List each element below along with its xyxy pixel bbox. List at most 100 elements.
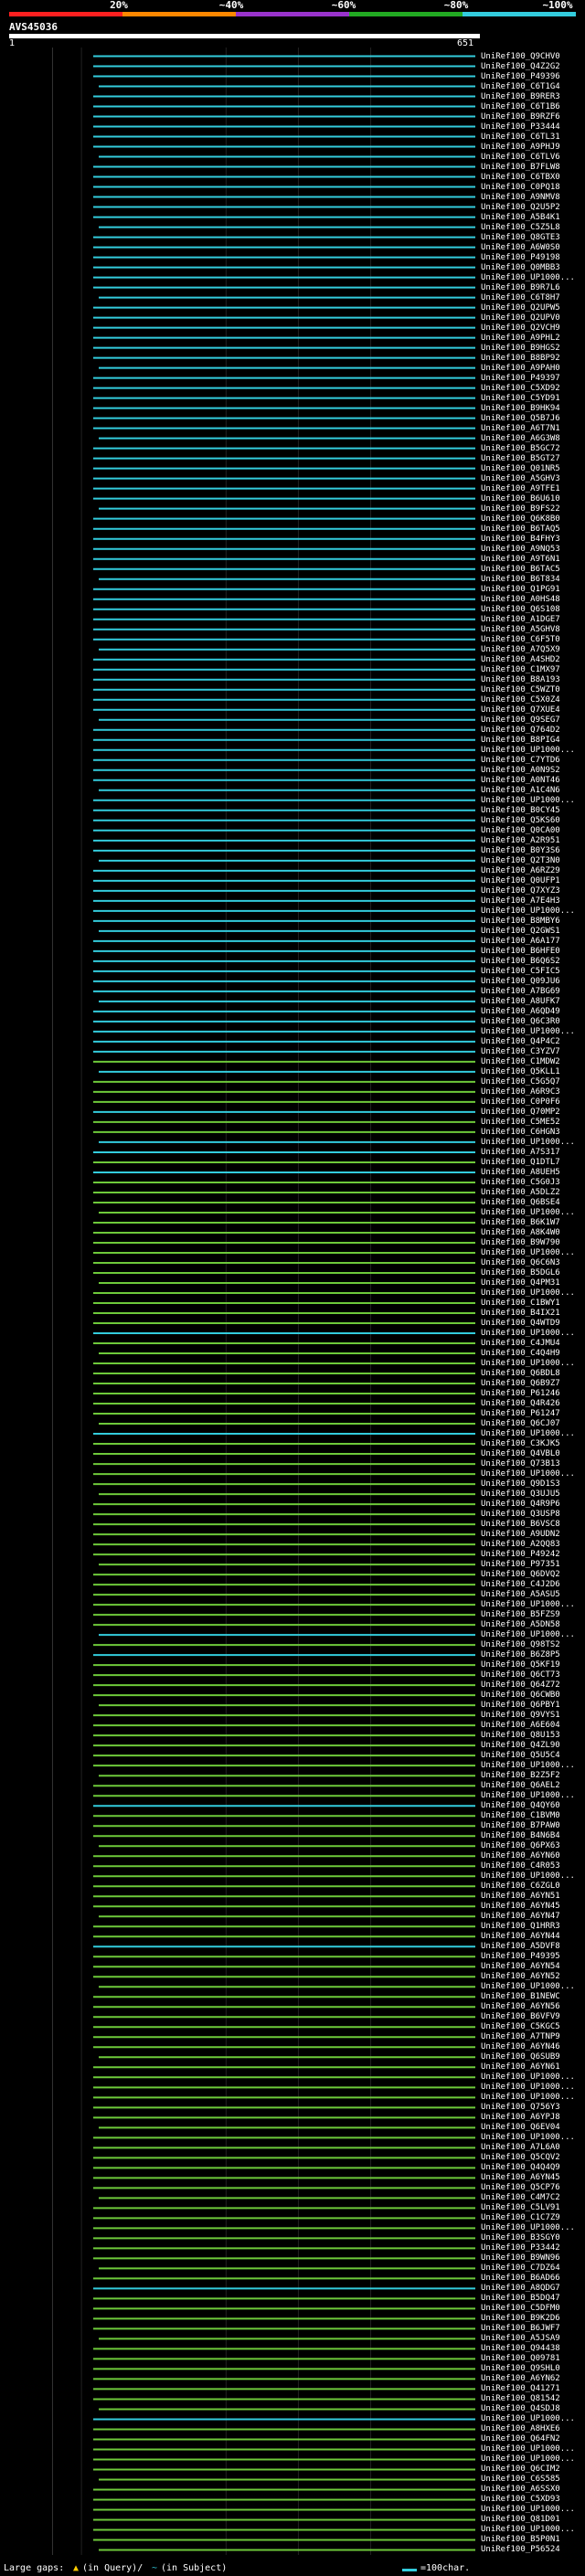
hit-label[interactable]: UniRef100_Q0CA00	[481, 825, 560, 835]
hit-label[interactable]: UniRef100_Q4SDJ8	[481, 2404, 560, 2414]
hit-label[interactable]: UniRef100_B6Q6S2	[481, 956, 560, 966]
hit-label[interactable]: UniRef100_UP1000...	[481, 2133, 575, 2143]
hit-label[interactable]: UniRef100_A9PAH0	[481, 363, 560, 373]
hit-label[interactable]: UniRef100_Q2VCH9	[481, 323, 560, 333]
hit-label[interactable]: UniRef100_A0NT46	[481, 775, 560, 785]
hit-label[interactable]: UniRef100_Q5KS60	[481, 815, 560, 825]
hit-label[interactable]: UniRef100_B9R7L6	[481, 282, 560, 292]
hit-label[interactable]: UniRef100_B4FHY3	[481, 534, 560, 544]
hit-label[interactable]: UniRef100_Q9SHL0	[481, 2364, 560, 2374]
hit-label[interactable]: UniRef100_UP1000...	[481, 2444, 575, 2454]
hit-label[interactable]: UniRef100_Q6PX63	[481, 1841, 560, 1851]
hit-label[interactable]: UniRef100_UP1000...	[481, 1288, 575, 1298]
hit-label[interactable]: UniRef100_B9WN96	[481, 2253, 560, 2263]
hit-label[interactable]: UniRef100_C3KJK5	[481, 1439, 560, 1449]
hit-label[interactable]: UniRef100_C6S585	[481, 2475, 560, 2485]
hit-label[interactable]: UniRef100_C5DFM0	[481, 2304, 560, 2314]
hit-label[interactable]: UniRef100_A2QQ83	[481, 1540, 560, 1550]
hit-label[interactable]: UniRef100_UP1000...	[481, 1761, 575, 1771]
hit-label[interactable]: UniRef100_Q2UPW5	[481, 302, 560, 313]
hit-label[interactable]: UniRef100_Q98TS2	[481, 1640, 560, 1650]
hit-label[interactable]: UniRef100_C1BWY1	[481, 1299, 560, 1308]
hit-label[interactable]: UniRef100_Q4WTD9	[481, 1319, 560, 1328]
hit-label[interactable]: UniRef100_Q73B13	[481, 1459, 560, 1469]
hit-label[interactable]: UniRef100_P97351	[481, 1560, 560, 1570]
hit-label[interactable]: UniRef100_C5ME52	[481, 1117, 560, 1127]
hit-label[interactable]: UniRef100_Q81D01	[481, 2515, 560, 2525]
hit-label[interactable]: UniRef100_Q6CWB0	[481, 1691, 560, 1701]
hit-label[interactable]: UniRef100_A5B4K1	[481, 212, 560, 222]
hit-label[interactable]: UniRef100_UP1000...	[481, 2525, 575, 2535]
hit-label[interactable]: UniRef100_B6T834	[481, 574, 560, 584]
hit-label[interactable]: UniRef100_A6YPJ8	[481, 2113, 560, 2123]
hit-label[interactable]: UniRef100_B6VFV9	[481, 2012, 560, 2022]
hit-label[interactable]: UniRef100_A6YN51	[481, 1892, 560, 1902]
hit-label[interactable]: UniRef100_Q764D2	[481, 725, 560, 735]
hit-label[interactable]: UniRef100_Q3USP8	[481, 1510, 560, 1520]
hit-label[interactable]: UniRef100_A6YN61	[481, 2062, 560, 2072]
hit-label[interactable]: UniRef100_UP1000...	[481, 2505, 575, 2515]
hit-label[interactable]: UniRef100_UP1000...	[481, 1871, 575, 1882]
hit-label[interactable]: UniRef100_A6YN62	[481, 2374, 560, 2384]
hit-label[interactable]: UniRef100_Q6CT73	[481, 1670, 560, 1680]
hit-label[interactable]: UniRef100_C5YD91	[481, 393, 560, 403]
hit-label[interactable]: UniRef100_C5XD92	[481, 383, 560, 393]
hit-label[interactable]: UniRef100_A6YN54	[481, 1962, 560, 1972]
hit-label[interactable]: UniRef100_UP1000...	[481, 2414, 575, 2424]
hit-label[interactable]: UniRef100_A6E604	[481, 1721, 560, 1731]
hit-label[interactable]: UniRef100_UP1000...	[481, 795, 575, 805]
hit-label[interactable]: UniRef100_UP1000...	[481, 2454, 575, 2465]
hit-label[interactable]: UniRef100_A5DN58	[481, 1620, 560, 1630]
hit-label[interactable]: UniRef100_C7DZ64	[481, 2263, 560, 2274]
hit-label[interactable]: UniRef100_C5G0J3	[481, 1177, 560, 1187]
hit-label[interactable]: UniRef100_B9W790	[481, 1237, 560, 1247]
hit-label[interactable]: UniRef100_Q6AEL2	[481, 1781, 560, 1791]
hit-label[interactable]: UniRef100_C4Q4H9	[481, 1349, 560, 1359]
hit-label[interactable]: UniRef100_Q4VBL0	[481, 1449, 560, 1459]
hit-label[interactable]: UniRef100_Q6S108	[481, 604, 560, 614]
hit-label[interactable]: UniRef100_A9TFE1	[481, 483, 560, 493]
hit-label[interactable]: UniRef100_B6Z8P5	[481, 1650, 560, 1660]
hit-label[interactable]: UniRef100_C5LV91	[481, 2203, 560, 2213]
hit-label[interactable]: UniRef100_A8UFK7	[481, 996, 560, 1006]
hit-label[interactable]: UniRef100_A8UEH5	[481, 1167, 560, 1177]
hit-label[interactable]: UniRef100_A7BG69	[481, 986, 560, 996]
hit-label[interactable]: UniRef100_A0N9S2	[481, 765, 560, 775]
hit-label[interactable]: UniRef100_Q9CHV0	[481, 51, 560, 61]
hit-label[interactable]: UniRef100_UP1000...	[481, 1600, 575, 1610]
hit-label[interactable]: UniRef100_A6YN45	[481, 1902, 560, 1912]
hit-label[interactable]: UniRef100_C5WZT0	[481, 684, 560, 694]
hit-label[interactable]: UniRef100_C5KGC5	[481, 2022, 560, 2032]
hit-label[interactable]: UniRef100_B6TAQ5	[481, 524, 560, 534]
hit-label[interactable]: UniRef100_B9RER3	[481, 91, 560, 101]
hit-label[interactable]: UniRef100_Q09781	[481, 2354, 560, 2364]
hit-label[interactable]: UniRef100_Q94438	[481, 2344, 560, 2354]
hit-label[interactable]: UniRef100_UP1000...	[481, 2083, 575, 2093]
hit-label[interactable]: UniRef100_UP1000...	[481, 1469, 575, 1479]
hit-label[interactable]: UniRef100_A6R9C3	[481, 1087, 560, 1097]
hit-label[interactable]: UniRef100_B7PAW0	[481, 1821, 560, 1831]
hit-label[interactable]: UniRef100_C7YTD6	[481, 755, 560, 765]
hit-label[interactable]: UniRef100_Q5U5C4	[481, 1751, 560, 1761]
hit-label[interactable]: UniRef100_A6QD49	[481, 1006, 560, 1016]
hit-label[interactable]: UniRef100_Q1DTL7	[481, 1157, 560, 1167]
hit-label[interactable]: UniRef100_Q4PM31	[481, 1277, 560, 1288]
hit-label[interactable]: UniRef100_C6TL31	[481, 132, 560, 142]
hit-label[interactable]: UniRef100_B8A193	[481, 674, 560, 684]
hit-label[interactable]: UniRef100_Q8U153	[481, 1731, 560, 1741]
hit-label[interactable]: UniRef100_C5Z5L8	[481, 222, 560, 232]
hit-label[interactable]: UniRef100_B6AD66	[481, 2274, 560, 2284]
hit-label[interactable]: UniRef100_P49242	[481, 1550, 560, 1560]
hit-label[interactable]: UniRef100_B5P0N1	[481, 2535, 560, 2545]
hit-label[interactable]: UniRef100_Q5KLL1	[481, 1066, 560, 1076]
hit-label[interactable]: UniRef100_Q5CP76	[481, 2183, 560, 2193]
hit-label[interactable]: UniRef100_B5FZS9	[481, 1610, 560, 1620]
hit-label[interactable]: UniRef100_P33444	[481, 122, 560, 132]
hit-label[interactable]: UniRef100_A6T7N1	[481, 423, 560, 433]
hit-label[interactable]: UniRef100_A9T6N1	[481, 554, 560, 564]
hit-label[interactable]: UniRef100_UP1000...	[481, 1982, 575, 1992]
hit-label[interactable]: UniRef100_Q1HRR3	[481, 1922, 560, 1932]
hit-label[interactable]: UniRef100_B3SGY0	[481, 2233, 560, 2243]
hit-label[interactable]: UniRef100_Q6C6N3	[481, 1257, 560, 1267]
hit-label[interactable]: UniRef100_UP1000...	[481, 1026, 575, 1036]
